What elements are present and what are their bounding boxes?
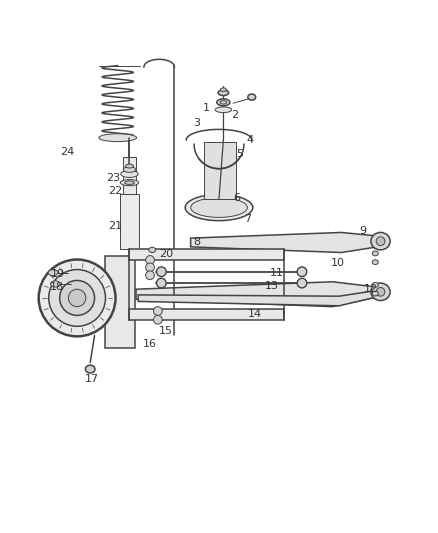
Text: 12: 12 [364,284,378,294]
Ellipse shape [85,365,95,373]
Ellipse shape [376,237,385,246]
Ellipse shape [191,198,247,217]
Text: 23: 23 [106,173,120,183]
Ellipse shape [372,282,378,287]
Ellipse shape [124,167,136,172]
Text: 9: 9 [360,225,367,236]
Circle shape [156,267,166,277]
Circle shape [153,316,162,324]
Polygon shape [191,232,386,253]
Circle shape [146,271,154,280]
Ellipse shape [185,195,253,221]
Ellipse shape [120,180,139,185]
Ellipse shape [376,287,385,296]
Ellipse shape [372,251,378,256]
Ellipse shape [149,247,155,253]
Ellipse shape [220,88,226,92]
Text: 22: 22 [108,187,122,196]
Ellipse shape [217,99,230,106]
Polygon shape [204,142,237,199]
Ellipse shape [218,90,229,95]
Text: 2: 2 [231,110,238,119]
Polygon shape [106,256,135,348]
Text: 19: 19 [51,269,65,279]
Text: 16: 16 [143,339,157,349]
Text: 20: 20 [159,249,173,259]
Circle shape [60,280,95,316]
Polygon shape [120,195,139,249]
Circle shape [39,260,116,336]
Text: 4: 4 [246,135,253,145]
Text: 10: 10 [331,258,345,268]
Circle shape [146,263,154,272]
Polygon shape [130,249,285,260]
Ellipse shape [125,181,134,184]
Text: 7: 7 [244,214,251,224]
Text: 13: 13 [265,281,279,291]
Text: 14: 14 [248,309,262,319]
Text: 5: 5 [237,149,244,159]
Text: 17: 17 [85,374,99,384]
Text: 11: 11 [270,269,284,278]
Ellipse shape [220,101,226,104]
Text: 6: 6 [233,192,240,203]
Text: 8: 8 [194,237,201,247]
Circle shape [297,278,307,288]
Polygon shape [138,290,376,306]
Ellipse shape [372,291,378,296]
Text: 18: 18 [49,282,64,293]
Ellipse shape [371,232,390,250]
Circle shape [49,270,106,326]
Ellipse shape [215,107,232,112]
Polygon shape [123,157,136,195]
Ellipse shape [372,260,378,264]
Ellipse shape [48,270,58,276]
Text: 21: 21 [108,221,122,231]
Ellipse shape [121,171,138,177]
Circle shape [297,267,307,277]
Circle shape [156,278,166,288]
Ellipse shape [371,283,390,301]
Text: 15: 15 [159,326,173,336]
Ellipse shape [248,94,256,100]
Circle shape [146,256,154,264]
Polygon shape [136,282,381,306]
Text: 3: 3 [193,118,200,128]
Text: 1: 1 [202,103,209,114]
Polygon shape [130,309,285,320]
Circle shape [68,289,86,306]
Ellipse shape [126,164,134,168]
Circle shape [153,306,162,316]
Ellipse shape [99,134,137,142]
Ellipse shape [50,281,60,287]
Text: 24: 24 [60,147,74,157]
